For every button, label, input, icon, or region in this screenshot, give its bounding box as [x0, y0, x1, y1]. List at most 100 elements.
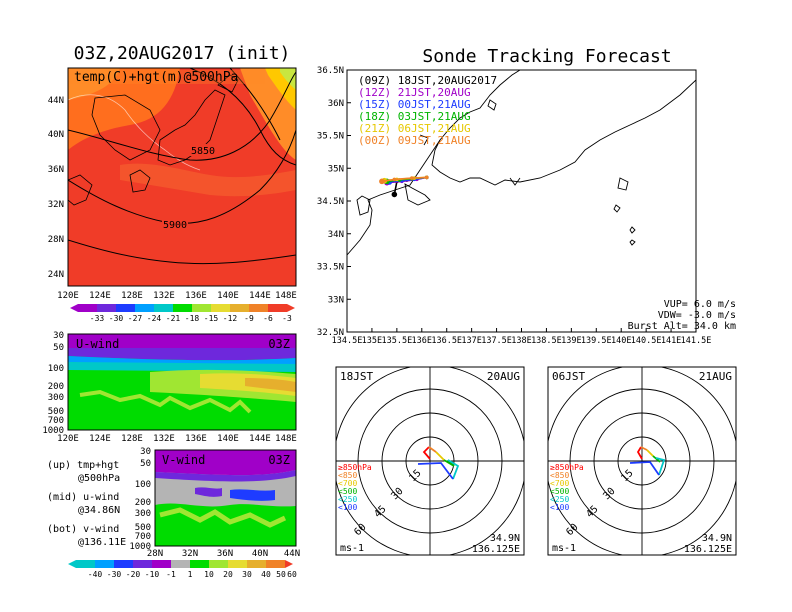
track-point: [424, 175, 429, 180]
wind-colorbar-tick: 10: [204, 570, 214, 579]
lat-tick: 32N: [182, 549, 198, 559]
wind-colorbar: -40 -30 -20 -10 -1 1 10 20 30 40 50 60: [68, 560, 297, 579]
legend-line: @136.11E: [78, 537, 126, 548]
colorbar-tick: -9: [244, 314, 254, 323]
top-map-lon-ticks: 120E 124E 128E 132E 136E 140E 144E 148E: [57, 291, 297, 301]
lon-tick: 140E: [217, 291, 239, 301]
track-lat-tick: 36.5N: [317, 66, 344, 76]
hodo-level: <700: [550, 479, 569, 488]
hodo-date: 21AUG: [699, 370, 732, 383]
colorbar-tick: -15: [204, 314, 219, 323]
track-series-line: [381, 176, 427, 183]
track-lon-tick: 138E: [511, 336, 531, 346]
p-tick: 200: [48, 382, 64, 392]
wind-colorbar-tick: -20: [126, 570, 141, 579]
hodograph-left: 18JST 20AUG 15 30 45 60 ≥850hPa <850 <70…: [335, 366, 525, 556]
vwind-lat-ticks: 28N 32N 36N 40N 44N: [147, 549, 300, 559]
track-lon-tick: 135.5E: [381, 336, 412, 346]
wind-colorbar-tick: -40: [88, 570, 103, 579]
hodo-level: <850: [338, 471, 357, 480]
lat-tick: 36N: [217, 549, 233, 559]
hodo-time: 18JST: [340, 370, 373, 383]
lat-tick: 28N: [48, 235, 64, 245]
track-lon-tick: 140E: [611, 336, 631, 346]
track-lon-tick: 135E: [362, 336, 382, 346]
vwind-time: 03Z: [268, 453, 290, 467]
colorbar-tick: -6: [263, 314, 273, 323]
uwind-p-ticks: 30 50 100 200 300 500 700 1000: [42, 331, 64, 436]
param-vup: VUP= 6.0 m/s: [664, 299, 736, 310]
lon-tick: 136E: [185, 291, 207, 301]
lat-tick: 36N: [48, 165, 64, 175]
legend-line: (mid) u-wind: [47, 492, 119, 503]
track-lon-tick: 136.5E: [431, 336, 462, 346]
colorbar-tick: -3: [282, 314, 292, 323]
colorbar-tick: -24: [147, 314, 162, 323]
track-lat-tick: 35.5N: [317, 132, 344, 142]
p-tick: 50: [53, 343, 64, 353]
contour-label-5850: 5850: [191, 146, 215, 157]
colorbar-tick: -27: [128, 314, 143, 323]
track-lon-tick: 139E: [561, 336, 581, 346]
lat-tick: 32N: [48, 200, 64, 210]
legend-line: @500hPa: [78, 473, 120, 484]
lon-tick: 136E: [185, 434, 207, 444]
wind-colorbar-tick: -1: [166, 570, 176, 579]
p-tick: 50: [140, 459, 151, 469]
vwind-label: V-wind: [162, 453, 205, 467]
p-tick: 300: [48, 393, 64, 403]
hodo-level: <500: [338, 487, 357, 496]
lon-tick: 144E: [249, 434, 271, 444]
track-point: [410, 176, 414, 180]
p-tick: 500: [48, 407, 64, 417]
lon-tick: 128E: [121, 291, 143, 301]
lon-tick: 132E: [153, 434, 175, 444]
track-map-coastline: [347, 70, 696, 256]
track-lon-tick: 141.5E: [681, 336, 712, 346]
lon-tick: 124E: [89, 434, 111, 444]
track-lat-tick: 34N: [328, 230, 344, 240]
wind-colorbar-tick: 50: [276, 570, 286, 579]
hodo-level: <850: [550, 471, 569, 480]
colorbar-tick: -18: [185, 314, 200, 323]
p-tick: 200: [135, 498, 151, 508]
hodo-lon: 136.125E: [684, 544, 732, 555]
track-legend: (09Z) 18JST,20AUG2017 (12Z) 21JST,20AUG …: [358, 74, 497, 147]
track-lon-tick: 140.5E: [631, 336, 662, 346]
wind-colorbar-tick: 1: [188, 570, 193, 579]
track-lon-tick: 137E: [461, 336, 481, 346]
lon-tick: 148E: [275, 434, 297, 444]
track-lon-tick: 136E: [412, 336, 432, 346]
top-map-label: temp(C)+hgt(m)@500hPa: [74, 70, 238, 85]
track-legend-item: (09Z) 18JST,20AUG2017: [358, 74, 497, 87]
hodo-lon: 136.125E: [472, 544, 520, 555]
lat-tick: 24N: [48, 270, 64, 280]
lon-tick: 120E: [57, 434, 79, 444]
track-lon-tick: 137.5E: [481, 336, 512, 346]
hodo-date: 20AUG: [487, 370, 520, 383]
track-lat-tick: 34.5N: [317, 197, 344, 207]
track-legend-item: (18Z) 03JST,21AUG: [358, 110, 471, 123]
hodo-level: <250: [338, 495, 357, 504]
track-lat-tick: 35N: [328, 164, 344, 174]
hodo-time: 06JST: [552, 370, 585, 383]
hodo-level: <500: [550, 487, 569, 496]
colorbar-tick: -21: [166, 314, 181, 323]
p-tick: 1000: [42, 426, 64, 436]
contour-label-5900: 5900: [163, 220, 187, 231]
uwind-time: 03Z: [268, 337, 290, 351]
lon-tick: 128E: [121, 434, 143, 444]
hodo-lat: 34.9N: [702, 533, 732, 544]
track-legend-item: (12Z) 21JST,20AUG: [358, 86, 471, 99]
uwind-section: [68, 334, 296, 430]
legend-line: @34.86N: [78, 505, 120, 516]
track-point: [379, 178, 385, 185]
colorbar-tick: -30: [109, 314, 124, 323]
track-point: [392, 177, 397, 182]
uwind-lon-ticks: 120E 124E 128E 132E 136E 140E 144E 148E: [57, 434, 297, 444]
p-tick: 1000: [129, 542, 151, 552]
track-legend-item: (21Z) 06JST,21AUG: [358, 122, 471, 135]
wind-colorbar-tick: 60: [287, 570, 297, 579]
track-lat-ticks: 36.5N 36N 35.5N 35N 34.5N 34N 33.5N 33N 32.5N: [317, 66, 351, 338]
wind-colorbar-tick: 20: [223, 570, 233, 579]
